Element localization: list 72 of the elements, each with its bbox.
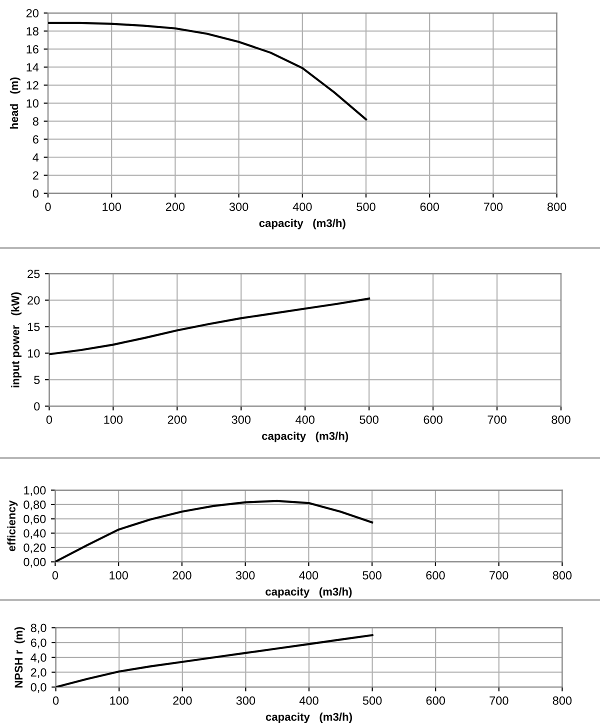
x-tick-label: 200 — [172, 571, 192, 580]
x-tick-label: 800 — [552, 571, 572, 580]
y-tick-label: 12 — [26, 81, 38, 90]
y-tick-label: 6,0 — [30, 638, 46, 648]
y-axis-title: input power (kW) — [11, 292, 22, 388]
x-tick-label: 800 — [552, 416, 570, 424]
x-tick-label: 400 — [292, 202, 312, 212]
x-tick-label: 300 — [236, 571, 255, 580]
y-tick-label: 4 — [32, 153, 39, 162]
x-tick-label: 0 — [46, 416, 52, 424]
x-axis-title: capacity (m3/h) — [266, 587, 352, 598]
y-tick-label: 2,0 — [30, 668, 46, 678]
x-tick-label: 100 — [102, 202, 121, 212]
x-axis-title: capacity (m3/h) — [259, 218, 346, 230]
x-tick-label: 200 — [166, 202, 185, 212]
x-tick-label: 300 — [229, 202, 248, 212]
y-tick-label: 20 — [26, 9, 39, 18]
x-tick-label: 200 — [168, 416, 187, 424]
x-tick-label: 300 — [232, 416, 251, 424]
x-tick-label: 100 — [104, 416, 123, 424]
y-tick-label: 0,40 — [24, 529, 46, 539]
y-tick-label: 20 — [28, 296, 40, 305]
y-tick-label: 0,60 — [24, 514, 46, 525]
line-series — [48, 22, 368, 120]
y-tick-label: 18 — [26, 27, 38, 36]
y-tick-label: 1,00 — [24, 486, 46, 496]
x-tick-label: 400 — [299, 571, 318, 580]
y-tick-label: 10 — [26, 99, 39, 108]
x-tick-label: 0 — [52, 571, 58, 580]
x-tick-label: 800 — [547, 202, 566, 212]
y-tick-label: 15 — [28, 322, 40, 332]
x-tick-label: 600 — [424, 416, 442, 424]
y-axis-title: efficiency — [7, 500, 18, 552]
x-tick-label: 500 — [362, 571, 382, 580]
x-tick-label: 500 — [362, 696, 382, 705]
x-tick-label: 800 — [552, 696, 572, 705]
x-tick-label: 200 — [173, 696, 192, 705]
x-tick-label: 600 — [426, 696, 445, 705]
y-tick-label: 8,0 — [30, 624, 46, 634]
x-tick-label: 0 — [52, 696, 59, 705]
y-tick-label: 8 — [32, 117, 38, 126]
y-tick-label: 0,00 — [24, 558, 46, 568]
x-tick-label: 100 — [110, 571, 128, 580]
x-tick-label: 400 — [296, 416, 314, 424]
y-tick-label: 10 — [28, 349, 40, 358]
x-tick-label: 700 — [490, 696, 508, 705]
y-tick-label: 5 — [34, 376, 40, 384]
y-tick-label: 0,80 — [24, 500, 46, 510]
y-tick-label: 16 — [26, 45, 38, 54]
y-axis-title: head (m) — [10, 77, 20, 129]
x-tick-label: 700 — [484, 202, 503, 212]
x-tick-label: 500 — [360, 416, 378, 424]
y-tick-label: 6 — [33, 135, 38, 144]
x-tick-label: 700 — [488, 416, 506, 424]
x-tick-label: 600 — [426, 571, 445, 580]
x-tick-label: 100 — [110, 696, 128, 705]
x-tick-label: 400 — [299, 696, 318, 705]
y-tick-label: 0,0 — [30, 683, 46, 693]
x-tick-label: 600 — [420, 202, 439, 212]
x-tick-label: 300 — [236, 696, 256, 705]
y-tick-label: 25 — [28, 270, 40, 278]
y-axis-title: NPSH r (m) — [14, 627, 25, 688]
y-tick-label: 0 — [34, 402, 40, 411]
y-tick-label: 0,20 — [24, 544, 46, 554]
x-tick-label: 500 — [356, 202, 376, 212]
x-tick-label: 700 — [490, 571, 508, 580]
y-tick-label: 0 — [32, 189, 39, 198]
y-tick-label: 14 — [26, 63, 39, 72]
x-axis-title: capacity (m3/h) — [266, 712, 352, 724]
y-tick-label: 2 — [33, 171, 38, 180]
x-axis-title: capacity (m3/h) — [262, 432, 348, 442]
y-tick-label: 4,0 — [30, 653, 46, 664]
